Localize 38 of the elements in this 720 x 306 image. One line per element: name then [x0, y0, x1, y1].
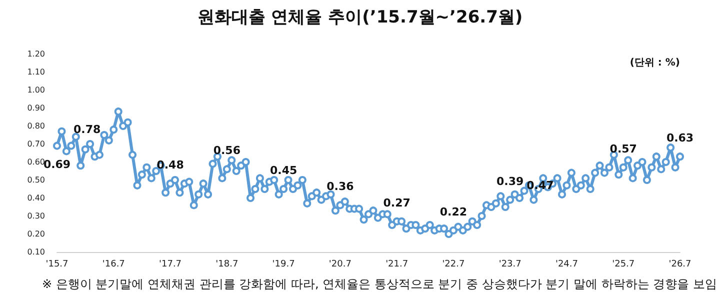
- x-tick-label: '22.7: [442, 260, 465, 270]
- data-label: 0.69: [43, 158, 71, 171]
- y-tick-label: 0.30: [27, 212, 45, 220]
- data-label: 0.36: [326, 180, 354, 194]
- y-tick-label: 0.50: [27, 176, 45, 184]
- x-tick-label: '18.7: [216, 260, 238, 270]
- y-tick-label: 1.10: [27, 68, 45, 76]
- y-tick-label: 0.90: [27, 104, 45, 112]
- data-label: 0.63: [666, 132, 694, 145]
- data-label: 0.47: [526, 178, 554, 192]
- y-tick-label: 0.80: [27, 122, 45, 130]
- y-tick-label: 0.10: [27, 248, 45, 256]
- y-tick-label: 0.60: [27, 158, 45, 166]
- x-tick-label: '20.7: [328, 260, 352, 270]
- y-tick-label: 1.00: [27, 86, 45, 94]
- x-tick-label: '26.7: [668, 260, 692, 270]
- data-label: 0.45: [270, 164, 298, 177]
- x-tick-label: '16.7: [102, 260, 125, 270]
- x-tick-label: '19.7: [272, 260, 295, 270]
- y-tick-label: 0.40: [27, 194, 45, 202]
- data-label: 0.27: [383, 196, 410, 210]
- data-label: 0.57: [610, 142, 637, 156]
- chart-title: 원화대출 연체율 추이(’15.7월~’26.7월): [197, 8, 523, 28]
- y-tick-label: 0.20: [27, 230, 45, 238]
- text: ※ 은행이 분기말에 연체채권 관리를 강화함에 따라, 연체율은 통상적으로 분기 중 상승했다가 분기 말에 하락하는 경향을 보임: [42, 277, 717, 291]
- chart-subtitle: (단위 : %): [630, 58, 680, 68]
- y-tick-label: 1.20: [27, 50, 45, 58]
- x-tick-label: '17.7: [159, 260, 182, 270]
- x-tick-label: '24.7: [555, 260, 578, 270]
- data-label: 0.56: [213, 144, 241, 158]
- data-label: 0.78: [73, 123, 101, 136]
- y-tick-label: 0.70: [27, 140, 45, 148]
- data-label: 0.22: [440, 205, 468, 218]
- x-tick-label: '21.7: [386, 260, 408, 270]
- x-tick-label: '25.7: [612, 260, 635, 270]
- x-tick-label: '15.7: [46, 260, 68, 270]
- x-tick-label: '23.7: [498, 260, 522, 270]
- data-label: 0.39: [496, 174, 524, 188]
